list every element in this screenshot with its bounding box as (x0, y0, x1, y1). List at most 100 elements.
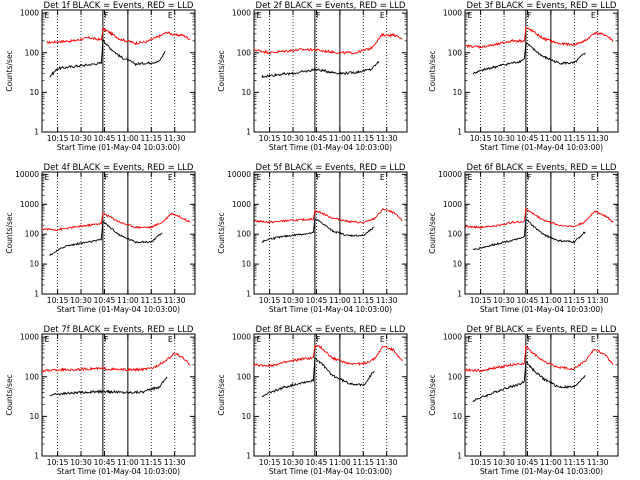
series-events-line (49, 38, 166, 78)
flag-marker: F (104, 173, 109, 182)
x-tick-label: 10:15 (259, 134, 281, 143)
y-axis-label: Counts/sec (5, 212, 14, 253)
flag-marker: F (316, 173, 321, 182)
flag-marker: E (591, 335, 596, 344)
panel-title: Det 4f BLACK = Events, RED = LLD (44, 163, 194, 173)
series-lld-line (465, 207, 614, 229)
y-tick-label: 1 (457, 290, 462, 299)
x-tick-label: 10:45 (517, 296, 539, 305)
series-lld-line (464, 26, 614, 50)
flag-marker: E (468, 11, 473, 20)
y-tick-label: 1000 (20, 9, 39, 18)
x-tick-label: 11:30 (164, 458, 186, 467)
y-tick-label: 100 (237, 230, 252, 239)
flag-marker: E (168, 11, 173, 20)
x-tick-label: 10:30 (493, 296, 515, 305)
x-tick-label: 11:00 (117, 134, 139, 143)
y-axis-label: Counts/sec (5, 50, 14, 91)
y-tick-label: 10000 (15, 170, 39, 179)
y-tick-label: 10 (452, 88, 462, 97)
x-tick-label: 11:30 (164, 134, 186, 143)
y-axis-label: Counts/sec (5, 374, 14, 415)
flag-marker: E (45, 335, 50, 344)
x-tick-label: 10:15 (259, 458, 281, 467)
y-axis-label: Counts/sec (217, 50, 226, 91)
flag-marker: E (168, 335, 173, 344)
plot-frame (464, 171, 619, 295)
y-tick-label: 10000 (438, 170, 462, 179)
x-tick-label: 10:15 (259, 296, 281, 305)
y-tick-label: 100 (25, 372, 40, 381)
series-events-line (49, 221, 163, 257)
series-lld-line (464, 344, 614, 373)
panel-title: Det 8f BLACK = Events, RED = LLD (256, 325, 406, 335)
x-tick-label: 11:00 (329, 296, 351, 305)
y-tick-label: 1000 (20, 333, 39, 342)
x-axis-label: Start Time (01-May-04 10:03:00) (480, 305, 603, 314)
panel-title: Det 5f BLACK = Events, RED = LLD (256, 163, 406, 173)
x-tick-label: 10:45 (306, 458, 328, 467)
x-tick-label: 11:15 (352, 458, 374, 467)
x-tick-label: 10:45 (306, 296, 328, 305)
x-tick-label: 10:45 (94, 458, 116, 467)
y-tick-label: 1000 (232, 200, 251, 209)
panel-title: Det 6f BLACK = Events, RED = LLD (467, 163, 617, 173)
x-tick-label: 10:30 (70, 134, 92, 143)
plot-frame (253, 9, 408, 133)
x-tick-label: 10:30 (70, 458, 92, 467)
x-tick-label: 10:30 (493, 458, 515, 467)
x-axis-label: Start Time (01-May-04 10:03:00) (269, 467, 392, 476)
x-tick-label: 11:15 (563, 458, 585, 467)
y-tick-label: 100 (448, 372, 463, 381)
x-tick-label: 11:30 (164, 296, 186, 305)
y-tick-label: 1 (246, 290, 251, 299)
y-tick-label: 100 (237, 372, 252, 381)
flag-marker: E (45, 11, 50, 20)
y-axis-label: Counts/sec (428, 374, 437, 415)
x-tick-label: 11:30 (376, 296, 398, 305)
y-tick-label: 1 (246, 452, 251, 461)
flag-marker: F (527, 173, 532, 182)
series-events-line (261, 61, 380, 79)
flag-marker: E (380, 11, 385, 20)
x-axis-label: Start Time (01-May-04 10:03:00) (57, 467, 180, 476)
x-tick-label: 10:30 (282, 458, 304, 467)
x-tick-label: 11:30 (376, 134, 398, 143)
x-tick-label: 10:45 (517, 134, 539, 143)
x-tick-label: 10:15 (470, 134, 492, 143)
flag-marker: F (316, 335, 321, 344)
plot-frame (464, 9, 619, 133)
flag-marker: E (468, 335, 473, 344)
y-tick-label: 1000 (443, 333, 462, 342)
y-tick-label: 10 (29, 412, 39, 421)
plot-frame (253, 171, 408, 295)
series-lld-line (41, 212, 191, 232)
y-axis-label: Counts/sec (217, 374, 226, 415)
y-tick-label: 100 (448, 230, 463, 239)
y-tick-label: 1 (34, 128, 39, 137)
y-tick-label: 100 (237, 48, 252, 57)
series-lld-line (253, 344, 403, 368)
x-tick-label: 11:15 (352, 134, 374, 143)
x-tick-label: 11:00 (117, 458, 139, 467)
x-tick-label: 10:30 (282, 296, 304, 305)
plot-frame (41, 333, 196, 457)
x-axis-label: Start Time (01-May-04 10:03:00) (480, 467, 603, 476)
y-tick-label: 10 (452, 260, 462, 269)
y-tick-label: 1 (457, 452, 462, 461)
flag-marker: E (468, 173, 473, 182)
x-tick-label: 11:00 (540, 134, 562, 143)
plot-frame (41, 171, 196, 295)
y-tick-label: 1 (34, 452, 39, 461)
x-tick-label: 10:45 (306, 134, 328, 143)
x-tick-label: 11:30 (587, 296, 609, 305)
x-axis-label: Start Time (01-May-04 10:03:00) (57, 143, 180, 152)
y-tick-label: 1 (246, 128, 251, 137)
y-tick-label: 100 (25, 48, 40, 57)
